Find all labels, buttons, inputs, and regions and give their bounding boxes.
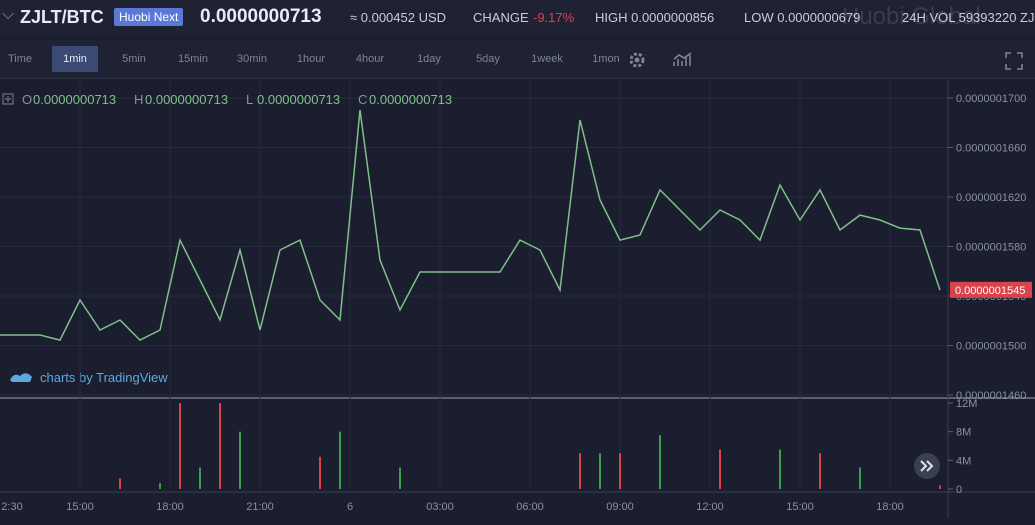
y-tick-label: 0.0000001700 [956,93,1026,105]
x-tick-label: 6 [347,501,353,513]
x-tick-label: 18:00 [876,501,904,513]
price: 0.0000000713 [200,6,322,27]
volume-24h: 24H VOL 59393220 ZJLT [902,10,1035,25]
volume-bar [659,435,661,489]
x-tick-label: 2:30 [1,501,22,513]
high: HIGH 0.0000000856 [595,10,715,25]
volume-bar [779,449,781,489]
volume-bar [859,467,861,489]
ticker-header: ⌵ ZJLT/BTC Huobi Next 0.0000000713 ≈ 0.0… [0,0,1035,36]
last-price-tag [950,281,1032,298]
toolbar: Time 1min 5min 15min 30min 1hour 4hour 1day 5day… [0,40,1035,79]
volume-bar [939,485,941,489]
volume-bar [719,449,721,489]
volume-tick-label: 8M [956,427,971,439]
volume-bar [619,453,621,489]
legend-key: O [22,92,32,107]
interval-button[interactable]: 1min [52,46,98,72]
interval-button[interactable]: 5day [476,53,500,65]
x-tick-label: 18:00 [156,501,184,513]
x-tick-label: 06:00 [516,501,544,513]
brand: charts by TradingView [40,370,168,385]
volume-bar [219,403,221,489]
volume-bar [179,403,181,489]
pair[interactable]: ZJLT/BTC [20,7,104,27]
settings-icon[interactable] [627,50,647,70]
last-price-label: 0.0000001545 [955,285,1025,297]
y-tick-label: 0.0000001500 [956,341,1026,353]
volume-tick-label: 0 [956,484,962,496]
usd-price: ≈ 0.000452 USD [350,10,447,25]
interval-button[interactable]: 1day [417,53,441,65]
interval-button[interactable]: 1mon [592,53,620,65]
legend-value: 0.0000000713 [369,92,452,107]
legend-value: 0.0000000713 [257,92,340,107]
interval-button[interactable]: 15min [178,53,208,65]
x-tick-label: 12:00 [696,501,724,513]
collapse-icon[interactable]: ⌵ [2,6,15,23]
x-tick-label: 15:00 [786,501,814,513]
interval-button[interactable]: Time [7,53,33,65]
y-tick-label: 0.0000001580 [956,241,1026,253]
volume-bar [399,467,401,489]
x-tick-label: 15:00 [66,501,94,513]
legend-value: 0.0000000713 [33,92,116,107]
volume-bar [119,478,121,489]
volume-tick-label: 4M [956,455,971,467]
x-tick-label: 21:00 [246,501,274,513]
watermark: Huobi Global [842,3,981,30]
chart: charts by TradingView 0.0000001460 0.0000… [0,80,1035,525]
legend-key: C [358,92,367,107]
volume-bar [239,431,241,489]
volume-bar [199,467,201,489]
interval-button[interactable]: 1hour [296,53,326,65]
y-tick-label: 0.0000001620 [956,192,1026,204]
x-tick-label: 03:00 [426,501,454,513]
volume-bar [579,453,581,489]
interval-button[interactable]: 1week [531,53,563,65]
legend-key: H [134,92,143,107]
volume-bar [819,453,821,489]
legend-value: 0.0000000713 [145,92,228,107]
volume-bar [339,431,341,489]
x-tick-label: 09:00 [606,501,634,513]
volume-tick-label: 12M [956,398,977,410]
fullscreen-icon[interactable] [1005,52,1023,70]
change-value: -9.17% [533,10,575,25]
price-line [0,109,941,342]
badge: Huobi Next [114,8,184,26]
interval-button[interactable]: 4hour [355,53,385,65]
change-label: CHANGE [473,10,529,25]
volume-bar [319,456,321,489]
low: LOW 0.0000000679 [744,10,861,25]
legend-key: L [246,92,253,107]
interval-button[interactable]: 30min [237,53,267,65]
y-tick-label: 0.0000001460 [956,390,1026,402]
volume-bar [159,483,161,489]
volume-bar [599,453,601,489]
interval-button[interactable]: 5min [122,53,146,65]
y-tick-label: 0.0000001660 [956,142,1026,154]
indicators-icon[interactable] [673,52,693,68]
